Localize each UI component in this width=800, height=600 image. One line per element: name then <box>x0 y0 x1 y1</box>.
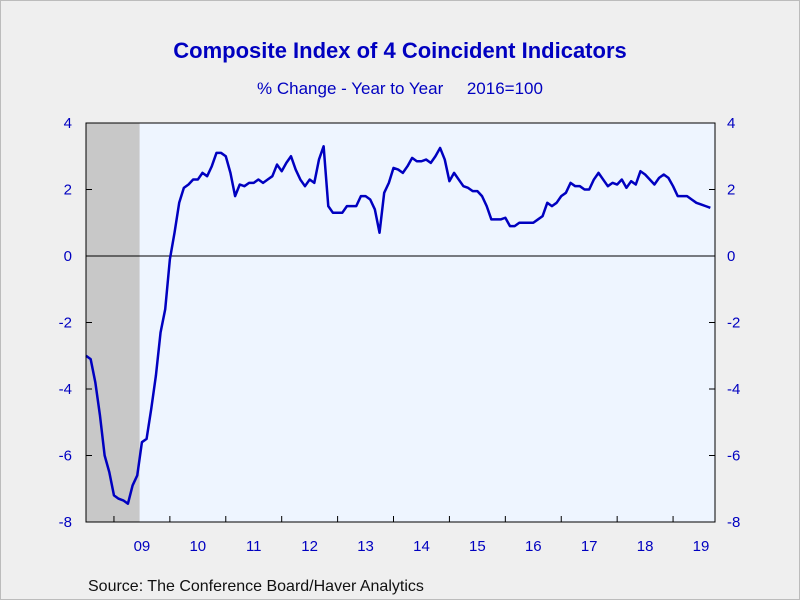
plot-background <box>86 123 715 522</box>
x-tick-label: 14 <box>413 538 430 555</box>
y-axis-left: 4 2 0 -2 -4 -6 -8 <box>59 115 92 531</box>
y-tick-label-left: -8 <box>59 514 72 531</box>
y-tick-label-left: -2 <box>59 315 72 332</box>
y-axis-right: 4 2 0 -2 -4 -6 -8 <box>709 115 740 531</box>
y-tick-label-right: -6 <box>727 448 740 465</box>
recession-shade <box>86 123 140 522</box>
x-tick-label: 16 <box>525 538 542 555</box>
chart-subtitle: % Change - Year to Year 2016=100 <box>257 79 543 98</box>
x-tick-label: 11 <box>246 538 262 555</box>
plot-border <box>85 122 716 523</box>
y-tick-label-left: -6 <box>59 448 72 465</box>
y-tick-label-right: 0 <box>727 248 735 265</box>
y-tick-label-right: 4 <box>727 115 735 132</box>
y-tick-label-right: -8 <box>727 514 740 531</box>
x-tick-label: 13 <box>357 538 374 555</box>
x-tick-label: 17 <box>581 538 598 555</box>
chart-title: Composite Index of 4 Coincident Indicato… <box>173 38 627 63</box>
x-tick-label: 09 <box>134 538 151 555</box>
x-tick-label: 10 <box>189 538 206 555</box>
series-line <box>85 145 711 505</box>
source-note: Source: The Conference Board/Haver Analy… <box>88 578 424 595</box>
x-axis: 09 10 11 12 13 14 15 16 17 18 19 <box>113 516 710 555</box>
x-tick-label: 12 <box>301 538 318 555</box>
y-tick-label-left: -4 <box>59 381 72 398</box>
y-tick-label-left: 0 <box>64 248 72 265</box>
x-tick-label: 19 <box>693 538 710 555</box>
y-tick-label-right: -2 <box>727 315 740 332</box>
x-tick-label: 18 <box>637 538 654 555</box>
y-tick-label-right: 2 <box>727 182 735 199</box>
y-tick-label-right: -4 <box>727 381 740 398</box>
x-tick-label: 15 <box>469 538 486 555</box>
y-tick-label-left: 2 <box>64 182 72 199</box>
y-tick-label-left: 4 <box>64 115 72 132</box>
